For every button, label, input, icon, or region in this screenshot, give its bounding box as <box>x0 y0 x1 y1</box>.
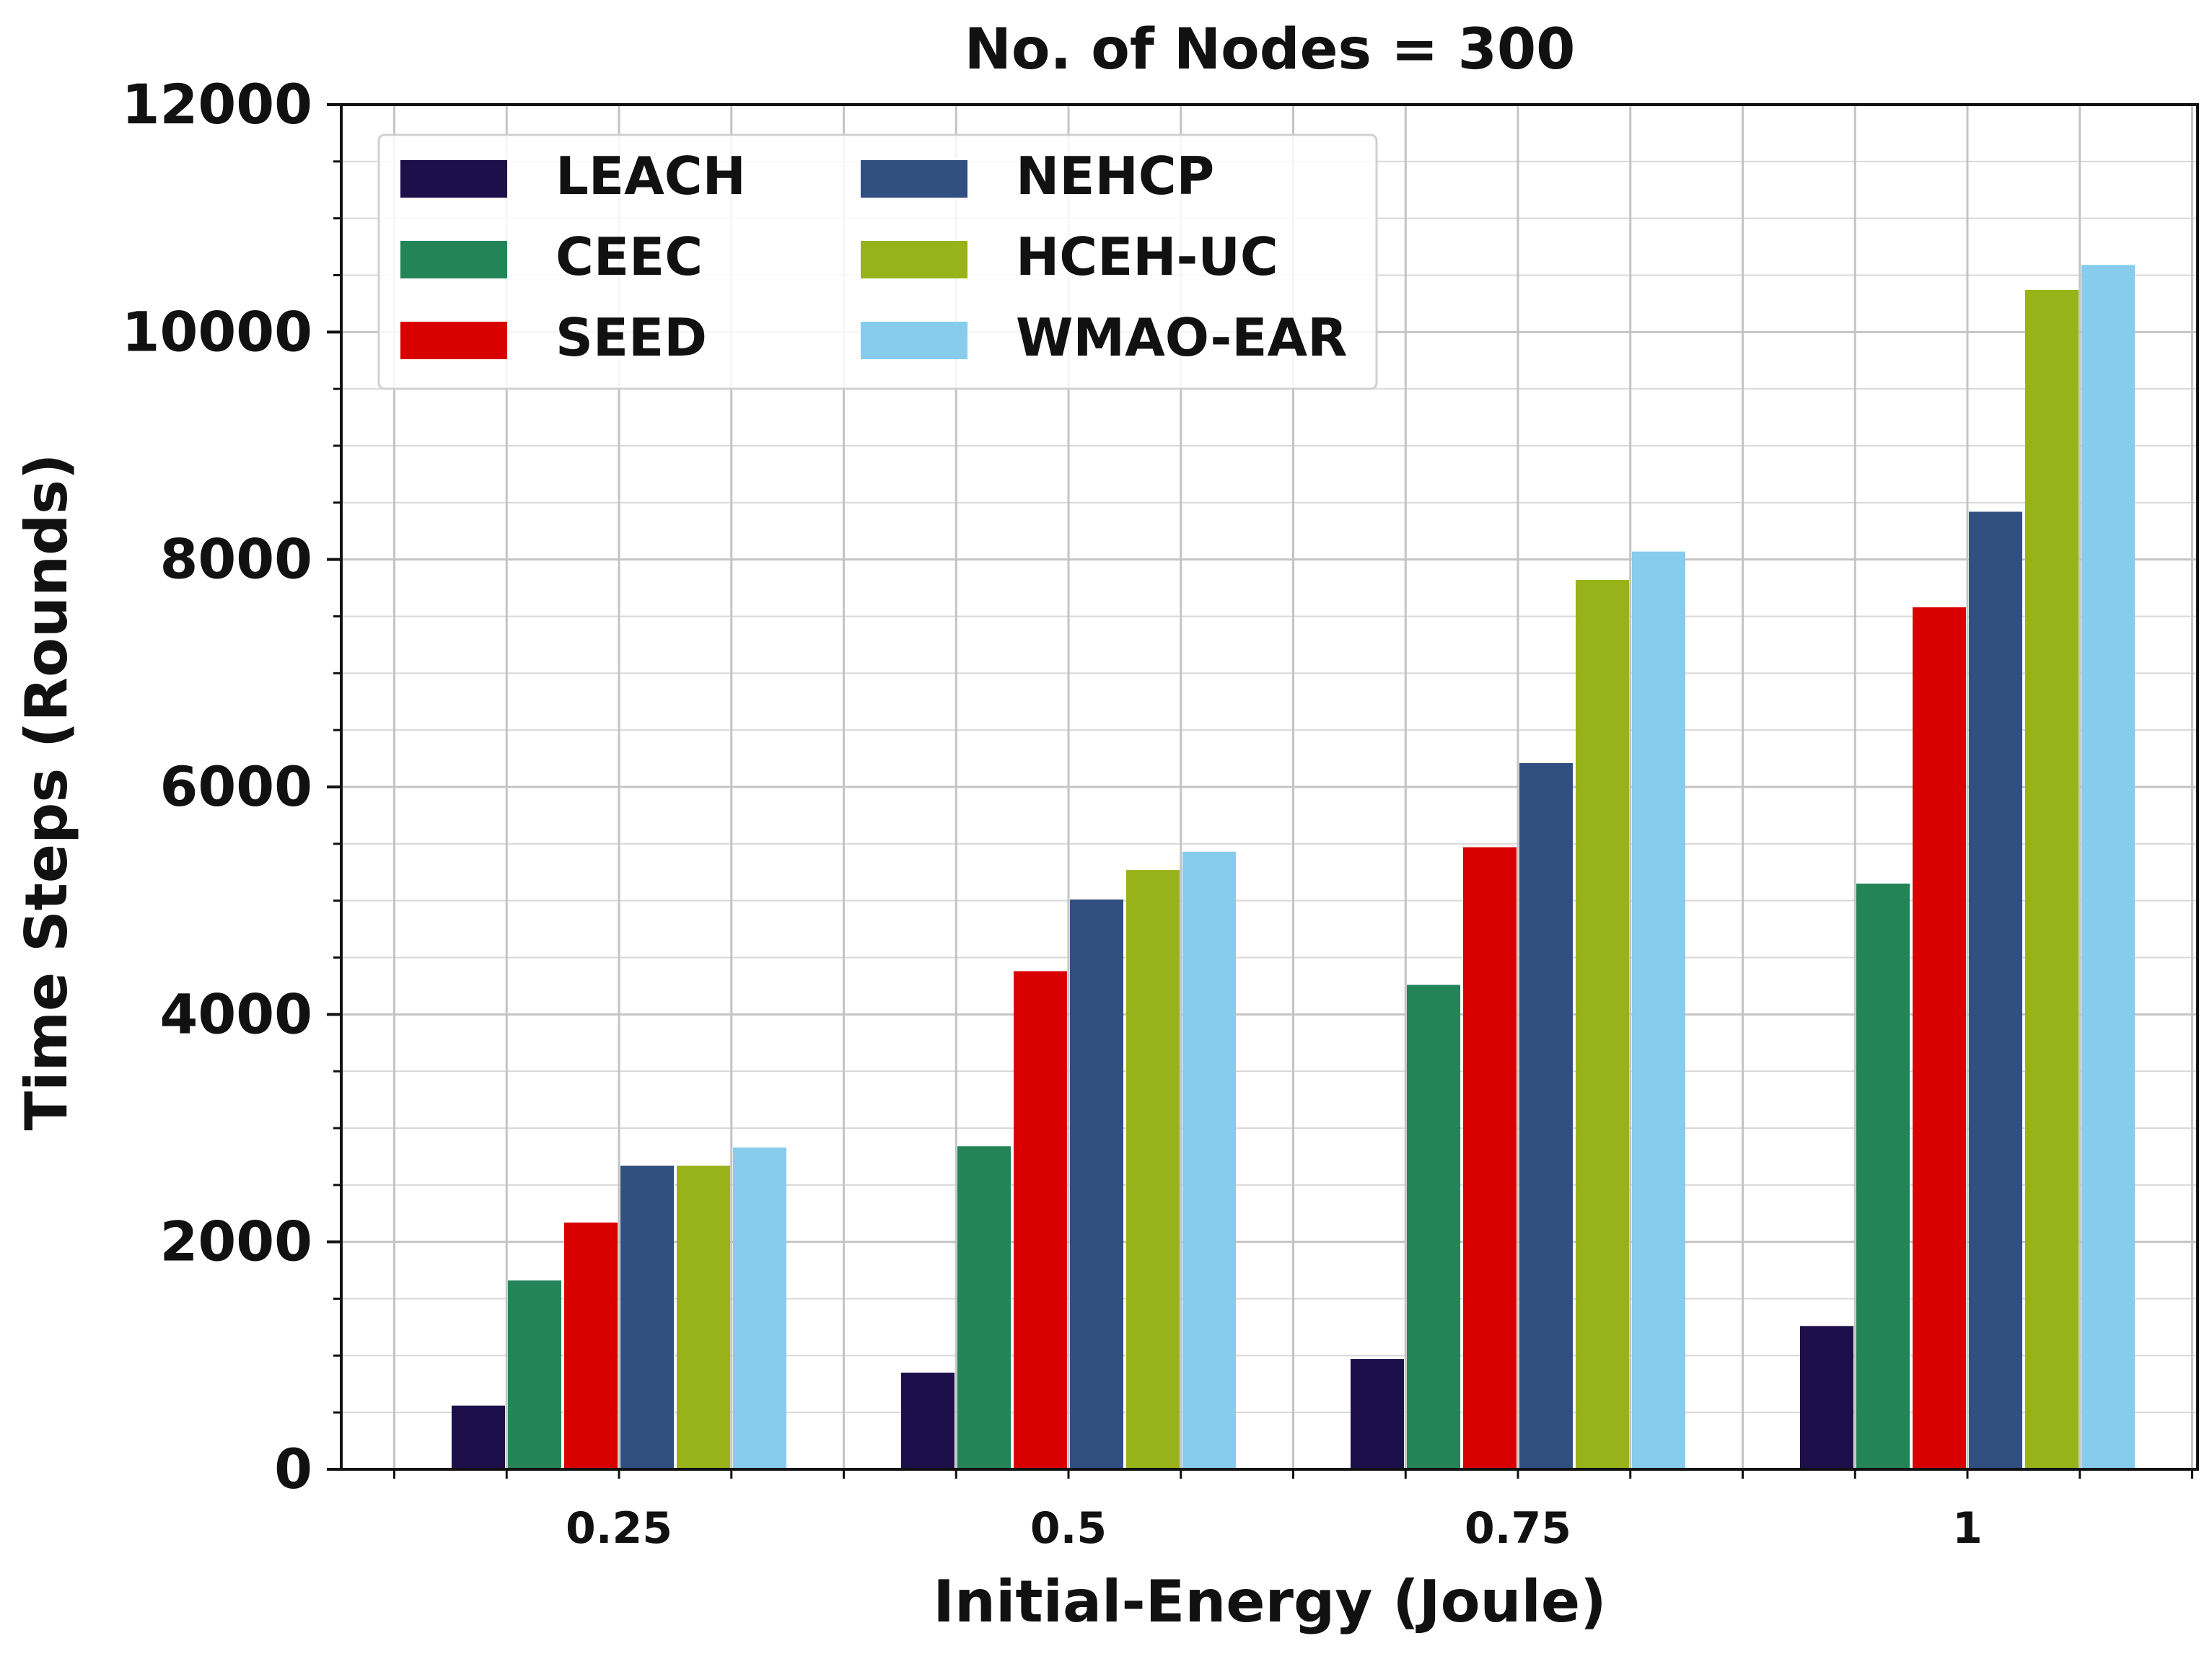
legend-swatch-hceh-uc <box>861 241 967 278</box>
bar-wmao-ear-0.75 <box>1632 551 1685 1469</box>
legend-label-wmao-ear: WMAO-EAR <box>1016 307 1348 368</box>
x-tick-label: 0.5 <box>1030 1503 1107 1554</box>
legend: LEACH CEEC SEED NEHCP HCEH-UC WMAO-EAR <box>377 133 1378 390</box>
bar-seed-0.5 <box>1014 971 1067 1469</box>
bar-leach-0.75 <box>1351 1359 1404 1469</box>
bar-seed-1 <box>1913 607 1966 1469</box>
legend-swatch-leach <box>400 160 507 198</box>
legend-label-ceec: CEEC <box>556 226 703 287</box>
bar-wmao-ear-0.25 <box>733 1147 786 1469</box>
bar-wmao-ear-1 <box>2081 265 2135 1469</box>
axes-layer: 0 2000 4000 6000 8000 10000 12000 0.25 0.5 0.75 1 <box>122 72 2199 1554</box>
bar-seed-0.75 <box>1463 847 1517 1469</box>
y-tick-label: 0 <box>274 1437 312 1501</box>
bar-hceh-uc-0.75 <box>1576 580 1629 1470</box>
y-tick-label: 2000 <box>159 1210 312 1274</box>
y-tick-label: 4000 <box>159 982 312 1046</box>
bar-ceec-0.75 <box>1407 985 1460 1469</box>
bar-hceh-uc-0.5 <box>1126 870 1180 1469</box>
bar-wmao-ear-0.5 <box>1182 851 1236 1469</box>
bar-nehcp-1 <box>1969 511 2022 1469</box>
legend-label-nehcp: NEHCP <box>1016 146 1214 206</box>
legend-label-leach: LEACH <box>556 146 746 206</box>
bar-ceec-0.5 <box>957 1146 1011 1469</box>
legend-swatch-seed <box>400 322 507 359</box>
x-tick-label: 1 <box>1952 1503 1983 1554</box>
bar-nehcp-0.5 <box>1070 899 1123 1469</box>
y-tick-label: 10000 <box>122 299 312 364</box>
bar-leach-0.25 <box>452 1405 505 1469</box>
bar-leach-1 <box>1800 1326 1853 1469</box>
bar-ceec-1 <box>1856 884 1910 1469</box>
bar-hceh-uc-0.25 <box>677 1166 730 1469</box>
chart-title: No. of Nodes = 300 <box>965 17 1576 82</box>
x-tick-label: 0.25 <box>566 1503 672 1554</box>
y-tick-label: 6000 <box>159 754 312 819</box>
y-tick-label: 12000 <box>122 72 312 136</box>
y-axis-label: Time Steps (Rounds) <box>13 454 80 1131</box>
bar-hceh-uc-1 <box>2025 289 2079 1469</box>
bar-leach-0.5 <box>901 1372 954 1469</box>
bar-seed-0.25 <box>564 1222 618 1469</box>
legend-swatch-wmao-ear <box>861 322 967 359</box>
legend-swatch-nehcp <box>861 160 967 198</box>
legend-swatch-ceec <box>400 241 507 278</box>
bars-layer <box>452 265 2135 1470</box>
y-tick-label: 8000 <box>159 527 312 591</box>
legend-label-hceh-uc: HCEH-UC <box>1016 226 1278 287</box>
legend-label-seed: SEED <box>556 307 707 368</box>
bar-ceec-0.25 <box>508 1280 561 1469</box>
bar-nehcp-0.75 <box>1519 762 1573 1469</box>
x-tick-label: 0.75 <box>1465 1503 1571 1554</box>
x-axis-label: Initial-Energy (Joule) <box>933 1568 1606 1635</box>
bar-nehcp-0.25 <box>620 1166 674 1469</box>
